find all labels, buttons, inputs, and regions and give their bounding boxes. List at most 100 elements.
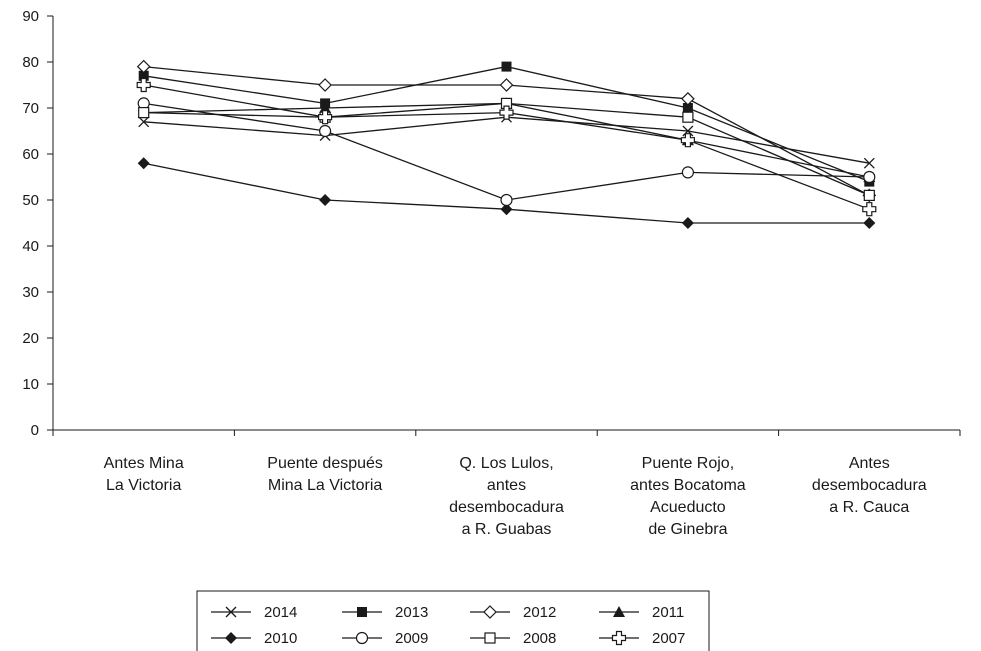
x-category-label: Antes desembocadura a R. Cauca <box>812 455 927 516</box>
legend-box <box>196 590 710 651</box>
data-point-2010 <box>863 217 876 229</box>
square-shape <box>357 607 367 617</box>
legend-marker <box>613 606 625 617</box>
diamond-shape <box>500 203 513 216</box>
legend-marker <box>484 632 496 644</box>
data-point-2007 <box>318 110 333 125</box>
series-markers <box>136 59 877 229</box>
y-tick-label: 50 <box>22 192 39 209</box>
y-tick-label: 0 <box>31 422 39 439</box>
diamond-shape <box>681 91 695 106</box>
x-category-label: Puente después Mina La Victoria <box>267 455 383 494</box>
diamond-shape <box>318 78 332 92</box>
x-category-label: Antes Mina La Victoria <box>104 455 184 494</box>
legend-item-2008: 2008 <box>470 630 556 647</box>
x-category-label-line: antes Bocatoma <box>630 477 746 494</box>
chart-axes: 0 10 20 30 40 50 60 70 80 90 Antes Mina La Victoria… <box>22 8 961 538</box>
data-point-2014 <box>138 116 150 128</box>
circle-shape <box>500 193 513 207</box>
plus-shape <box>680 133 696 148</box>
diamond-shape <box>483 605 497 619</box>
data-point-2007 <box>136 77 151 93</box>
legend-label: 2010 <box>264 630 297 647</box>
data-point-2010 <box>500 203 513 216</box>
y-tick-label: 80 <box>22 54 39 71</box>
data-point-2009 <box>319 124 332 138</box>
legend-marker <box>355 631 369 645</box>
square-shape <box>501 61 512 72</box>
legend-marker <box>483 605 497 619</box>
y-tick-label: 60 <box>22 146 39 163</box>
legend-label: 2007 <box>652 630 685 647</box>
data-point-2012 <box>499 78 514 92</box>
data-point-2009 <box>863 170 876 184</box>
data-point-2010 <box>137 157 150 170</box>
y-tick-label: 70 <box>22 100 39 117</box>
x-category-label-line: Antes Mina <box>104 455 184 472</box>
legend-item-2014: 2014 <box>211 604 297 621</box>
square-shape <box>138 70 149 81</box>
data-point-2009 <box>500 193 513 207</box>
plus-shape <box>611 630 627 646</box>
data-point-2012 <box>318 78 332 92</box>
data-point-2013 <box>682 103 693 113</box>
x-category-label-line: a R. Guabas <box>462 521 552 538</box>
x-category-label-line: Q. Los Lulos, <box>459 455 553 472</box>
y-tick-label: 20 <box>22 330 39 347</box>
data-point-2008 <box>138 106 150 119</box>
data-point-2014 <box>682 125 694 137</box>
legend-item-2012: 2012 <box>470 604 556 621</box>
square-shape <box>863 189 875 201</box>
x-category-label-line: desembocadura <box>449 499 564 516</box>
circle-shape <box>681 166 695 179</box>
x-category-label-line: antes <box>487 477 526 494</box>
data-point-2012 <box>681 91 695 106</box>
cross-stroke <box>682 125 694 137</box>
circle-shape <box>863 170 876 184</box>
diamond-shape <box>225 632 237 644</box>
legend-label: 2012 <box>523 604 556 621</box>
diamond-shape <box>137 157 150 170</box>
data-point-2010 <box>681 217 694 229</box>
y-tick-label: 30 <box>22 284 39 301</box>
x-category-label-line: de Ginebra <box>648 521 727 538</box>
legend-item-2013: 2013 <box>342 604 428 621</box>
legend-label: 2014 <box>264 604 297 621</box>
triangle-shape <box>613 606 625 617</box>
data-point-2013 <box>501 61 512 72</box>
diamond-shape <box>319 194 332 206</box>
diamond-shape <box>136 59 151 74</box>
square-shape <box>682 103 693 113</box>
x-category-label-line: Antes <box>849 455 890 472</box>
legend-marker <box>225 606 237 618</box>
legend-item-2007: 2007 <box>599 630 685 647</box>
data-point-2012 <box>136 59 151 74</box>
data-point-2007 <box>862 202 877 217</box>
x-category-label-line: Puente Rojo, <box>642 455 735 472</box>
diamond-shape <box>681 217 694 229</box>
legend-label: 2013 <box>395 604 428 621</box>
legend-marker <box>611 630 627 646</box>
square-shape <box>138 106 150 119</box>
x-category-label-line: desembocadura <box>812 477 927 494</box>
cross-stroke <box>863 157 875 169</box>
diamond-shape <box>499 78 514 92</box>
square-shape <box>682 111 694 123</box>
x-category-label: Q. Los Lulos, antes desembocadura a R. Guab… <box>449 455 564 538</box>
x-category-label-line: Puente después <box>267 455 383 472</box>
legend-item-2011: 2011 <box>599 604 684 621</box>
plus-shape <box>862 202 877 217</box>
data-point-2013 <box>138 70 149 81</box>
plus-shape <box>499 105 514 120</box>
legend-marker <box>357 607 367 617</box>
data-point-2010 <box>319 194 332 206</box>
plus-shape <box>318 110 333 125</box>
data-point-2007 <box>499 105 514 120</box>
data-point-2008 <box>682 111 694 123</box>
x-category-label-line: Mina La Victoria <box>268 477 383 494</box>
data-point-2007 <box>680 133 696 148</box>
legend-item-2009: 2009 <box>342 630 428 647</box>
square-shape <box>484 632 496 644</box>
diamond-shape <box>863 217 876 229</box>
circle-shape <box>355 631 369 645</box>
